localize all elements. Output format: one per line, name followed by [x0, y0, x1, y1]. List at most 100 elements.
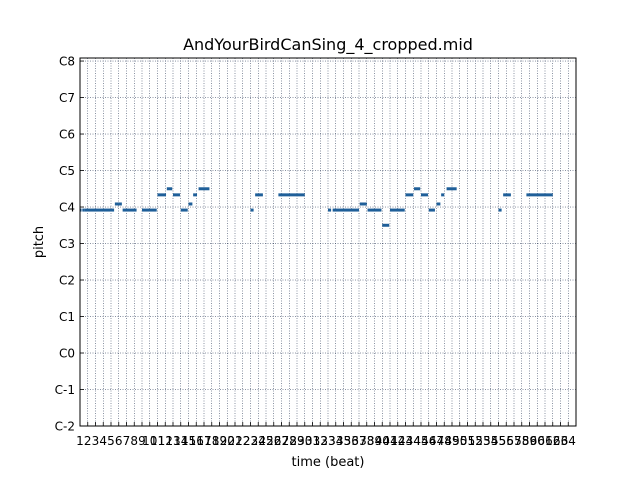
x-tick-label: 37: [351, 434, 366, 448]
x-tick-label: 56: [499, 434, 514, 448]
x-tick-label: 38: [359, 434, 374, 448]
note-mark: [188, 202, 193, 206]
x-tick-label: 61: [537, 434, 552, 448]
note-mark: [421, 193, 428, 197]
note-mark: [114, 202, 122, 206]
x-tick-label: 53: [475, 434, 490, 448]
x-tick-label: 4: [99, 434, 107, 448]
x-tick-label: 28: [282, 434, 297, 448]
note-mark: [498, 208, 502, 212]
y-tick-label: C2: [59, 274, 75, 288]
x-tick-label: 51: [460, 434, 475, 448]
note-mark: [503, 193, 511, 197]
x-tick-label: 60: [530, 434, 545, 448]
note-mark: [157, 193, 167, 197]
x-tick-label: 26: [266, 434, 281, 448]
y-tick-label: C5: [59, 164, 75, 178]
x-tick-label: 41: [382, 434, 397, 448]
x-tick-label: 1: [76, 434, 84, 448]
x-tick-label: 30: [297, 434, 312, 448]
note-mark: [441, 193, 445, 197]
y-tick-label: C8: [59, 55, 75, 69]
note-mark: [414, 187, 421, 191]
note-mark: [255, 193, 263, 197]
y-axis-label: pitch: [32, 226, 47, 258]
y-tick-label: C-2: [55, 420, 75, 434]
x-tick-label: 48: [437, 434, 452, 448]
x-tick-label: 45: [413, 434, 428, 448]
x-tick-label: 17: [196, 434, 211, 448]
x-tick-label: 20: [220, 434, 235, 448]
note-mark: [250, 208, 254, 212]
note-mark: [80, 208, 82, 212]
x-tick-label: 15: [181, 434, 196, 448]
note-mark: [359, 202, 367, 206]
x-tick-label: 34: [328, 434, 343, 448]
x-axis-label: time (beat): [292, 455, 365, 470]
x-tick-label: 18: [204, 434, 219, 448]
x-tick-label: 35: [336, 434, 351, 448]
note-mark: [82, 208, 85, 212]
x-tick-label: 63: [553, 434, 568, 448]
x-tick-label: 55: [491, 434, 506, 448]
x-tick-label: 36: [344, 434, 359, 448]
x-tick-label: 16: [189, 434, 204, 448]
note-mark: [142, 208, 157, 212]
note-mark: [193, 193, 198, 197]
x-tick-label: 3: [92, 434, 100, 448]
note-mark: [278, 193, 305, 197]
y-tick-label: C7: [59, 91, 75, 105]
notes: [80, 187, 553, 227]
y-tick-label: C4: [59, 201, 75, 215]
y-tick-label: C6: [59, 128, 75, 142]
x-tick-label: 9: [138, 434, 146, 448]
x-tick-label: 19: [212, 434, 227, 448]
note-mark: [382, 223, 390, 227]
x-tick-label: 11: [150, 434, 165, 448]
x-tick-label: 22: [235, 434, 250, 448]
note-mark: [446, 187, 457, 191]
x-tick-label: 59: [522, 434, 537, 448]
x-tick-label: 10: [142, 434, 157, 448]
x-tick-label: 62: [545, 434, 560, 448]
x-tick-label: 12: [158, 434, 173, 448]
note-mark: [390, 208, 405, 212]
grid: [79, 58, 576, 427]
note-mark: [526, 193, 553, 197]
x-tick-label: 42: [390, 434, 405, 448]
note-mark: [198, 187, 210, 191]
x-tick-label: 32: [313, 434, 328, 448]
y-tick-label: C-1: [55, 383, 75, 397]
note-mark: [122, 208, 137, 212]
x-tick-label: 8: [130, 434, 138, 448]
note-mark: [173, 193, 180, 197]
x-tick-label: 27: [274, 434, 289, 448]
x-tick-label: 49: [444, 434, 459, 448]
note-mark: [166, 187, 173, 191]
x-tick-label: 47: [429, 434, 444, 448]
x-tick-label: 31: [305, 434, 320, 448]
chart-title: AndYourBirdCanSing_4_cropped.mid: [183, 35, 473, 55]
x-tick-label: 5: [107, 434, 115, 448]
note-mark: [405, 193, 414, 197]
x-tick-label: 23: [243, 434, 258, 448]
note-mark: [328, 208, 332, 212]
x-tick-label: 2: [84, 434, 92, 448]
y-tick-label: C3: [59, 237, 75, 251]
x-tick-label: 54: [483, 434, 498, 448]
x-tick-label: 64: [561, 434, 576, 448]
x-tick-label: 46: [421, 434, 436, 448]
y-tick-label: C1: [59, 310, 75, 324]
x-axis: 1 2 3 4 5 6 7 8 91011121314151617181920212223242…: [76, 422, 576, 448]
x-tick-label: 25: [258, 434, 273, 448]
x-tick-label: 24: [251, 434, 266, 448]
x-tick-label: 44: [406, 434, 421, 448]
note-mark: [332, 208, 359, 212]
x-tick-label: 52: [468, 434, 483, 448]
x-tick-label: 43: [398, 434, 413, 448]
x-tick-label: 40: [375, 434, 390, 448]
x-tick-label: 58: [514, 434, 529, 448]
note-mark: [436, 202, 441, 206]
